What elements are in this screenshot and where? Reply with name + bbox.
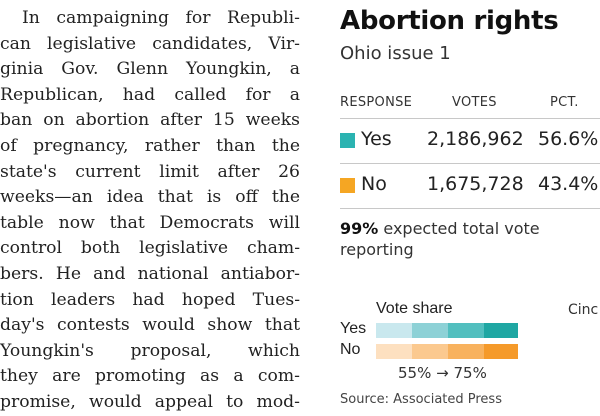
results-title: Abortion rights (340, 6, 559, 36)
no-swatch (340, 178, 355, 193)
article-line: table now that Democrats will (0, 212, 300, 233)
result-pct: 43.4% (538, 173, 599, 195)
article-line: In campaigning for Republi- (22, 8, 300, 28)
legend-yes-swatch-1 (376, 323, 412, 338)
legend-yes-swatch-3 (448, 323, 484, 338)
article-line: bers. He and national antiabor- (0, 263, 300, 284)
article-line: tion leaders had hoped Tues- (0, 289, 300, 310)
results-subtitle: Ohio issue 1 (340, 43, 451, 64)
header-pct: PCT. (550, 95, 579, 110)
map-label: Cinc (568, 302, 599, 318)
range-high: 75% (453, 364, 487, 382)
legend-no-swatch-2 (412, 344, 448, 359)
article-line: day's contests would show that (0, 315, 300, 336)
header-votes: VOTES (452, 95, 497, 110)
legend-no-label: No (340, 341, 361, 358)
result-response: Yes (361, 128, 392, 150)
result-votes: 2,186,962 (427, 128, 524, 150)
article-line: state's current limit after 26 (0, 161, 300, 182)
article-line: ginia Gov. Glenn Youngkin, a (0, 59, 300, 80)
source-note: Source: Associated Press (340, 392, 502, 407)
article-line: Republican, had called for a (0, 84, 300, 105)
article-line: of pregnancy, rather than the (0, 135, 300, 156)
divider (340, 118, 600, 119)
article-line: control both legislative cham- (0, 238, 300, 259)
result-row-no: No 1,675,728 43.4% (340, 166, 600, 206)
divider (340, 208, 600, 209)
legend-yes-label: Yes (340, 320, 367, 337)
result-row-yes: Yes 2,186,962 56.6% (340, 121, 600, 161)
legend-range: 55% → 75% (398, 364, 487, 382)
article-body: In campaigning for Republi- can legislat… (0, 6, 300, 416)
article-line: weeks—an idea that is off the (0, 187, 300, 208)
article-line: Youngkin's proposal, which (0, 340, 300, 361)
legend-yes-swatch-4 (484, 323, 518, 338)
result-votes: 1,675,728 (427, 173, 524, 195)
reporting-text: expected total vote reporting (340, 219, 540, 259)
arrow-icon: → (436, 364, 449, 382)
article-line: promise, would appeal to mod- (0, 391, 300, 412)
yes-swatch (340, 133, 355, 148)
reporting-pct: 99% (340, 219, 379, 238)
legend-title: Vote share (376, 300, 453, 317)
divider (340, 163, 600, 164)
legend-no-swatch-3 (448, 344, 484, 359)
article-line: they are promoting as a com- (0, 366, 300, 387)
header-response: RESPONSE (340, 95, 413, 110)
range-low: 55% (398, 364, 432, 382)
legend-no-swatch-4 (484, 344, 518, 359)
reporting-note: 99% expected total vote reporting (340, 218, 590, 260)
article-line: ban on abortion after 15 weeks (0, 110, 300, 131)
legend-yes-swatch-2 (412, 323, 448, 338)
article-line: can legislative candidates, Vir- (0, 33, 300, 54)
result-pct: 56.6% (538, 128, 599, 150)
result-response: No (361, 173, 387, 195)
legend-no-swatch-1 (376, 344, 412, 359)
